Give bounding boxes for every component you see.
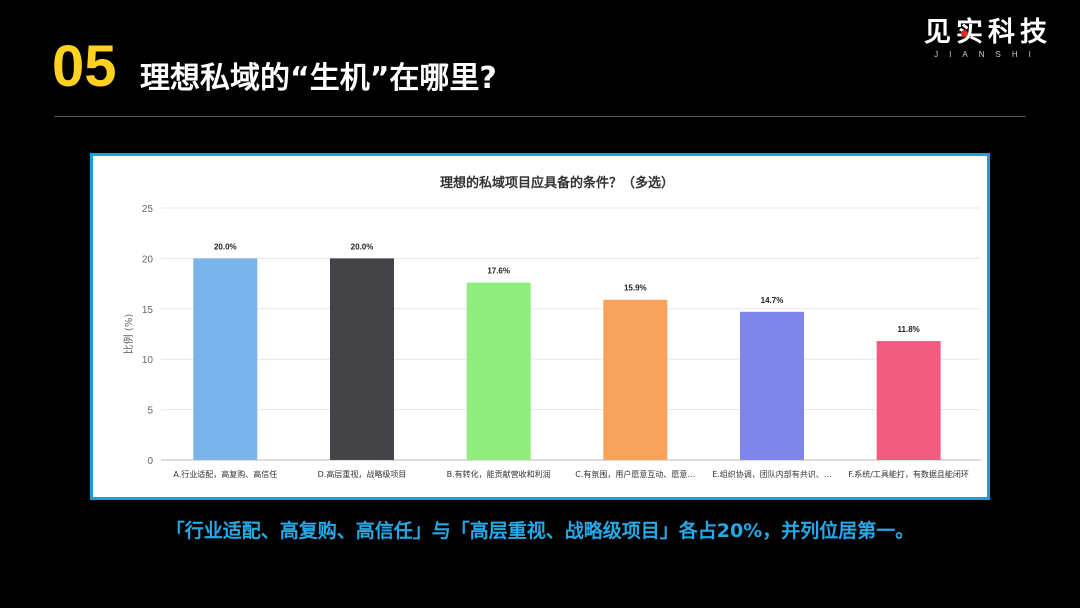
x-tick-label: E.组织协调，团队内部有共识、… — [712, 469, 832, 479]
bar — [876, 341, 941, 460]
title-divider — [54, 116, 1026, 117]
slide-number: 05 — [52, 34, 117, 99]
x-tick-label: D.高层重视，战略级项目 — [318, 469, 407, 479]
brand-dot-icon — [961, 30, 968, 37]
y-tick-label: 10 — [142, 355, 154, 366]
brand-name: 见实科技 — [918, 18, 1058, 48]
caption: 「行业适配、高复购、高信任」与「高层重视、战略级项目」各占20%，并列位居第一。 — [165, 520, 915, 542]
brand-sub: JIANSHI — [934, 49, 1042, 59]
bar — [466, 282, 531, 460]
bar — [740, 311, 804, 460]
data-label: 14.7% — [761, 296, 784, 305]
y-axis-label: 比例 (%) — [122, 314, 135, 355]
data-label: 20.0% — [351, 242, 374, 251]
bar — [603, 299, 668, 460]
slide-title: 理想私域的“生机”在哪里? — [140, 61, 497, 96]
brand-logo: 见实科技 JIANSHI — [918, 18, 1058, 59]
x-tick-label: A.行业适配，高复购、高信任 — [173, 469, 277, 479]
y-tick-label: 5 — [147, 406, 153, 417]
y-tick-label: 15 — [142, 305, 154, 316]
data-label: 15.9% — [624, 284, 647, 293]
data-label: 17.6% — [487, 267, 510, 276]
bar — [193, 258, 258, 460]
y-tick-label: 0 — [147, 456, 153, 467]
data-label: 20.0% — [214, 242, 237, 251]
bar-chart: 理想的私域项目应具备的条件？（多选） 0 5 10 15 20 25 比例 (%) 20.0% A… — [122, 175, 981, 479]
y-tick-label: 25 — [142, 204, 154, 215]
x-tick-label: F.系统/工具能打，有数据且能闭环 — [848, 469, 969, 479]
chart-title: 理想的私域项目应具备的条件？（多选） — [440, 175, 674, 191]
x-tick-label: B.有转化，能贡献营收和利润 — [447, 469, 551, 479]
chart-frame: 理想的私域项目应具备的条件？（多选） 0 5 10 15 20 25 比例 (%) 20.0% A… — [90, 153, 990, 500]
bar — [330, 258, 394, 460]
x-tick-label: C.有氛围，用户愿意互动、愿意… — [575, 469, 695, 479]
data-label: 11.8% — [898, 325, 920, 334]
y-tick-label: 20 — [142, 254, 154, 265]
brand-name-text: 见实科技 — [924, 17, 1052, 48]
